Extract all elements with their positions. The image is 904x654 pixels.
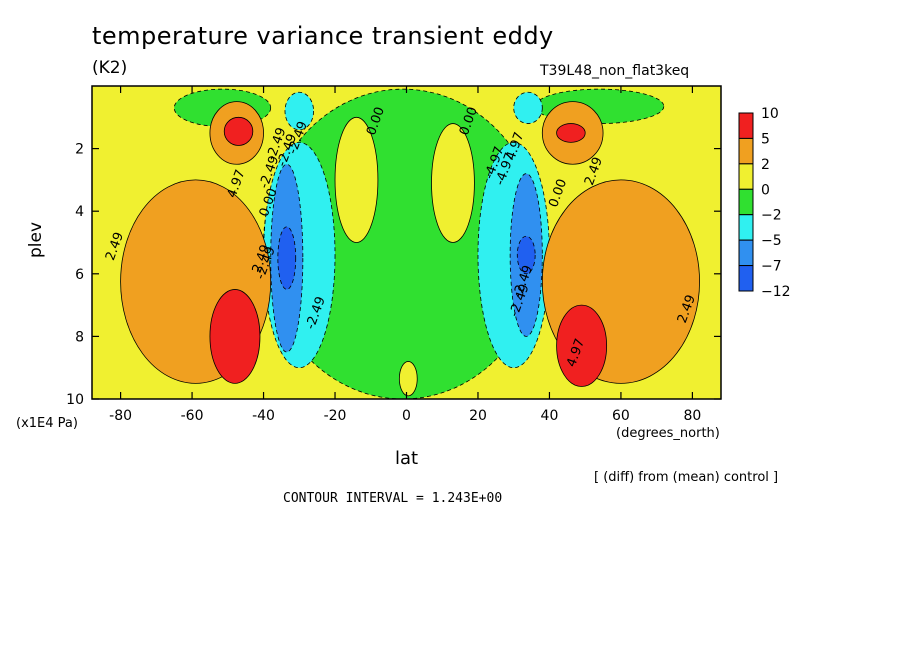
contour-region (431, 123, 475, 243)
contour-region (513, 91, 543, 124)
x-tick-label: -60 (181, 408, 204, 424)
x-tick-label: 80 (683, 408, 701, 424)
x-axis-label: lat (395, 448, 419, 469)
y-tick-label: 4 (75, 204, 84, 220)
contour-region (209, 289, 261, 384)
colorbar-label: 0 (761, 182, 770, 198)
y-tick-label: 8 (75, 329, 84, 345)
colorbar-swatch (738, 214, 754, 241)
colorbar-label: −2 (761, 208, 782, 224)
colorbar-swatch (738, 137, 754, 165)
contour-region (277, 226, 297, 290)
x-tick-label: -20 (324, 408, 347, 424)
colorbar-label: 10 (761, 106, 779, 122)
y-tick-label: 6 (75, 267, 84, 283)
contour-region (556, 123, 586, 143)
chart-units: (K2) (92, 58, 128, 78)
contour-region (556, 304, 608, 387)
x-tick-label: -40 (252, 408, 275, 424)
colorbar-swatch (738, 239, 754, 267)
contour-region (516, 235, 536, 275)
y-tick-label: 10 (66, 392, 84, 408)
y-tick-label: 2 (75, 142, 84, 158)
contour-interval: CONTOUR INTERVAL = 1.243E+00 (283, 491, 503, 506)
colorbar-label: −12 (761, 284, 791, 300)
contour-region (334, 116, 379, 243)
contour-region (284, 91, 314, 131)
diff-note: [ (diff) from (mean) control ] (594, 470, 779, 485)
colorbar-label: 5 (761, 131, 770, 147)
contour-region (223, 116, 254, 146)
x-tick-label: 20 (469, 408, 487, 424)
x-tick-label: 60 (612, 408, 630, 424)
x-axis-unit: (degrees_north) (616, 426, 720, 441)
colorbar-swatch (738, 163, 754, 190)
chart-title: temperature variance transient eddy (92, 22, 554, 50)
run-name: T39L48_non_flat3keq (540, 63, 690, 79)
x-tick-label: 40 (541, 408, 559, 424)
colorbar-label: −7 (761, 259, 782, 275)
colorbar-swatch (738, 265, 754, 292)
y-axis-unit: (x1E4 Pa) (16, 416, 78, 431)
colorbar-label: −5 (761, 233, 782, 249)
x-tick-label: 0 (402, 408, 411, 424)
contour-region (398, 361, 418, 397)
colorbar-label: 2 (761, 157, 770, 173)
colorbar-swatch (738, 188, 754, 216)
x-tick-label: -80 (109, 408, 132, 424)
colorbar-swatch (738, 112, 754, 139)
